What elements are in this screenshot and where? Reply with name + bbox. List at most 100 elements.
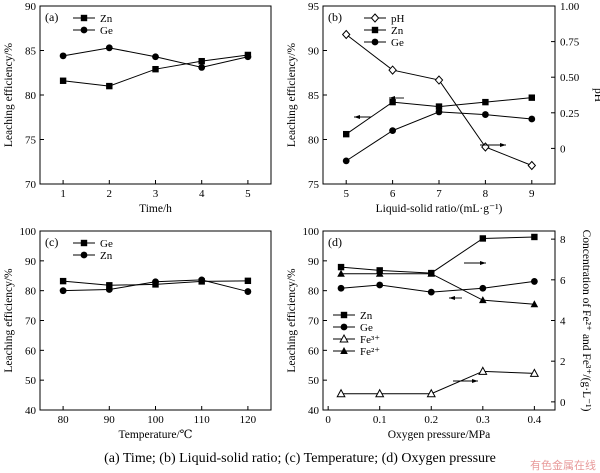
data-point	[479, 235, 487, 242]
panel-b: 5 6 7 8 9 75 80 85 90 95 0 0.25 0.50 0.75 1.00 pH Liquid…	[286, 1, 600, 215]
data-point	[342, 157, 350, 165]
x-axis-label: Liquid-solid ratio/(mL·g⁻¹)	[376, 203, 503, 215]
data-point	[529, 368, 540, 377]
legend-marker	[340, 347, 348, 354]
axis-pointer-arrow-head	[472, 379, 478, 383]
y-tick-label: 60	[25, 345, 37, 357]
y2-tick-label: 4	[560, 316, 566, 328]
x-tick-label: 3	[153, 188, 159, 200]
plot-frame	[39, 230, 272, 411]
data-point	[376, 281, 384, 289]
y2-tick-label: 8	[560, 234, 566, 246]
panel-label: (c)	[45, 235, 58, 249]
data-point	[481, 142, 490, 152]
y-tick-label: 40	[25, 405, 37, 417]
data-point	[528, 94, 535, 101]
axis-pointer-arrow-head	[354, 115, 360, 119]
y-tick-label: 95	[308, 1, 320, 13]
panel-d: 0 0.1 0.2 0.3 0.4 40 50 60 70 80 90 100 0 2 4 6 8 Concent…	[286, 226, 592, 441]
data-point	[105, 44, 113, 52]
y2-tick-label: 0	[560, 143, 566, 155]
legend-label: Fe²⁺	[360, 346, 380, 358]
y-tick-label: 75	[308, 179, 320, 191]
data-point	[337, 263, 345, 271]
data-point	[389, 127, 396, 134]
data-point	[343, 130, 350, 138]
data-point	[375, 388, 385, 398]
axis-pointer-arrow	[453, 379, 478, 383]
x-tick-label: 4	[199, 188, 205, 200]
y-tick-label: 40	[308, 405, 320, 417]
x-tick-label: 2	[107, 188, 113, 200]
legend-marker	[370, 13, 380, 23]
plot-frame	[322, 5, 556, 185]
legend-marker	[340, 323, 348, 331]
x-axis-label: Oxygen pressure/MPa	[388, 429, 491, 441]
data-point	[482, 111, 489, 118]
data-point	[388, 65, 397, 75]
data-point	[152, 53, 159, 61]
y-tick-label: 90	[308, 46, 320, 58]
y-tick-label: 85	[308, 90, 320, 102]
x-tick-label: 0.3	[476, 414, 490, 426]
data-point	[198, 276, 206, 284]
legend-label: Fe³⁺	[360, 334, 380, 346]
data-point	[59, 287, 67, 295]
x-tick-label: 80	[58, 414, 70, 426]
y-axis-label: Leaching efficiency/%	[3, 268, 15, 373]
data-point	[337, 284, 345, 292]
y-tick-label: 70	[308, 316, 320, 328]
y-tick-label: 70	[25, 316, 37, 328]
y-tick-label: 50	[308, 375, 320, 387]
series-line-3	[341, 273, 535, 305]
axis-pointer-arrow	[464, 261, 486, 265]
data-point	[336, 388, 346, 398]
axis-pointer-arrow	[389, 96, 404, 100]
x-tick-label: 120	[240, 414, 257, 426]
data-point	[426, 388, 436, 398]
y2-tick-label: 2	[560, 356, 566, 368]
y-tick-label: 100	[303, 226, 320, 238]
y-tick-label: 75	[25, 135, 37, 147]
data-point	[528, 115, 536, 123]
data-point	[198, 57, 205, 65]
x-tick-label: 5	[343, 188, 349, 200]
legend-marker	[80, 251, 88, 259]
series-line-2	[345, 111, 532, 162]
data-point	[530, 278, 538, 285]
plot-frame	[322, 230, 556, 411]
y2-tick-label: 0.50	[560, 72, 580, 84]
y-tick-label: 90	[25, 256, 37, 268]
axis-pointer-arrow	[354, 115, 371, 119]
x-tick-label: 0.1	[373, 414, 387, 426]
data-point	[105, 286, 113, 293]
legend-label: Zn	[360, 310, 373, 322]
plot-frame	[39, 5, 272, 185]
panel-label: (d)	[328, 235, 342, 249]
data-point	[482, 98, 489, 106]
axis-pointer-arrow-head	[449, 296, 455, 300]
data-point	[59, 52, 67, 60]
x-tick-label: 110	[194, 414, 211, 426]
y-tick-label: 80	[25, 90, 37, 102]
y2-axis-label: Concentration of Fe²⁺ and Fe³⁺/(g·L⁻¹)	[580, 230, 592, 412]
y-tick-label: 80	[25, 286, 37, 298]
x-tick-label: 0.4	[528, 414, 542, 426]
data-point	[244, 53, 252, 61]
x-tick-label: 90	[104, 414, 116, 426]
data-point	[435, 103, 443, 110]
data-point	[531, 233, 538, 241]
axis-pointer-arrow	[480, 143, 506, 147]
legend-marker	[80, 239, 88, 247]
x-tick-label: 0	[325, 414, 331, 426]
y2-axis-label: pH	[592, 88, 600, 102]
data-point	[527, 160, 537, 171]
data-point	[59, 77, 67, 84]
x-axis-label: Time/h	[139, 203, 172, 215]
y-tick-label: 90	[25, 1, 37, 13]
y2-tick-label: 6	[560, 275, 566, 287]
data-point	[198, 64, 206, 71]
y-tick-label: 90	[308, 256, 320, 268]
data-point	[152, 278, 159, 286]
x-tick-label: 8	[483, 188, 489, 200]
